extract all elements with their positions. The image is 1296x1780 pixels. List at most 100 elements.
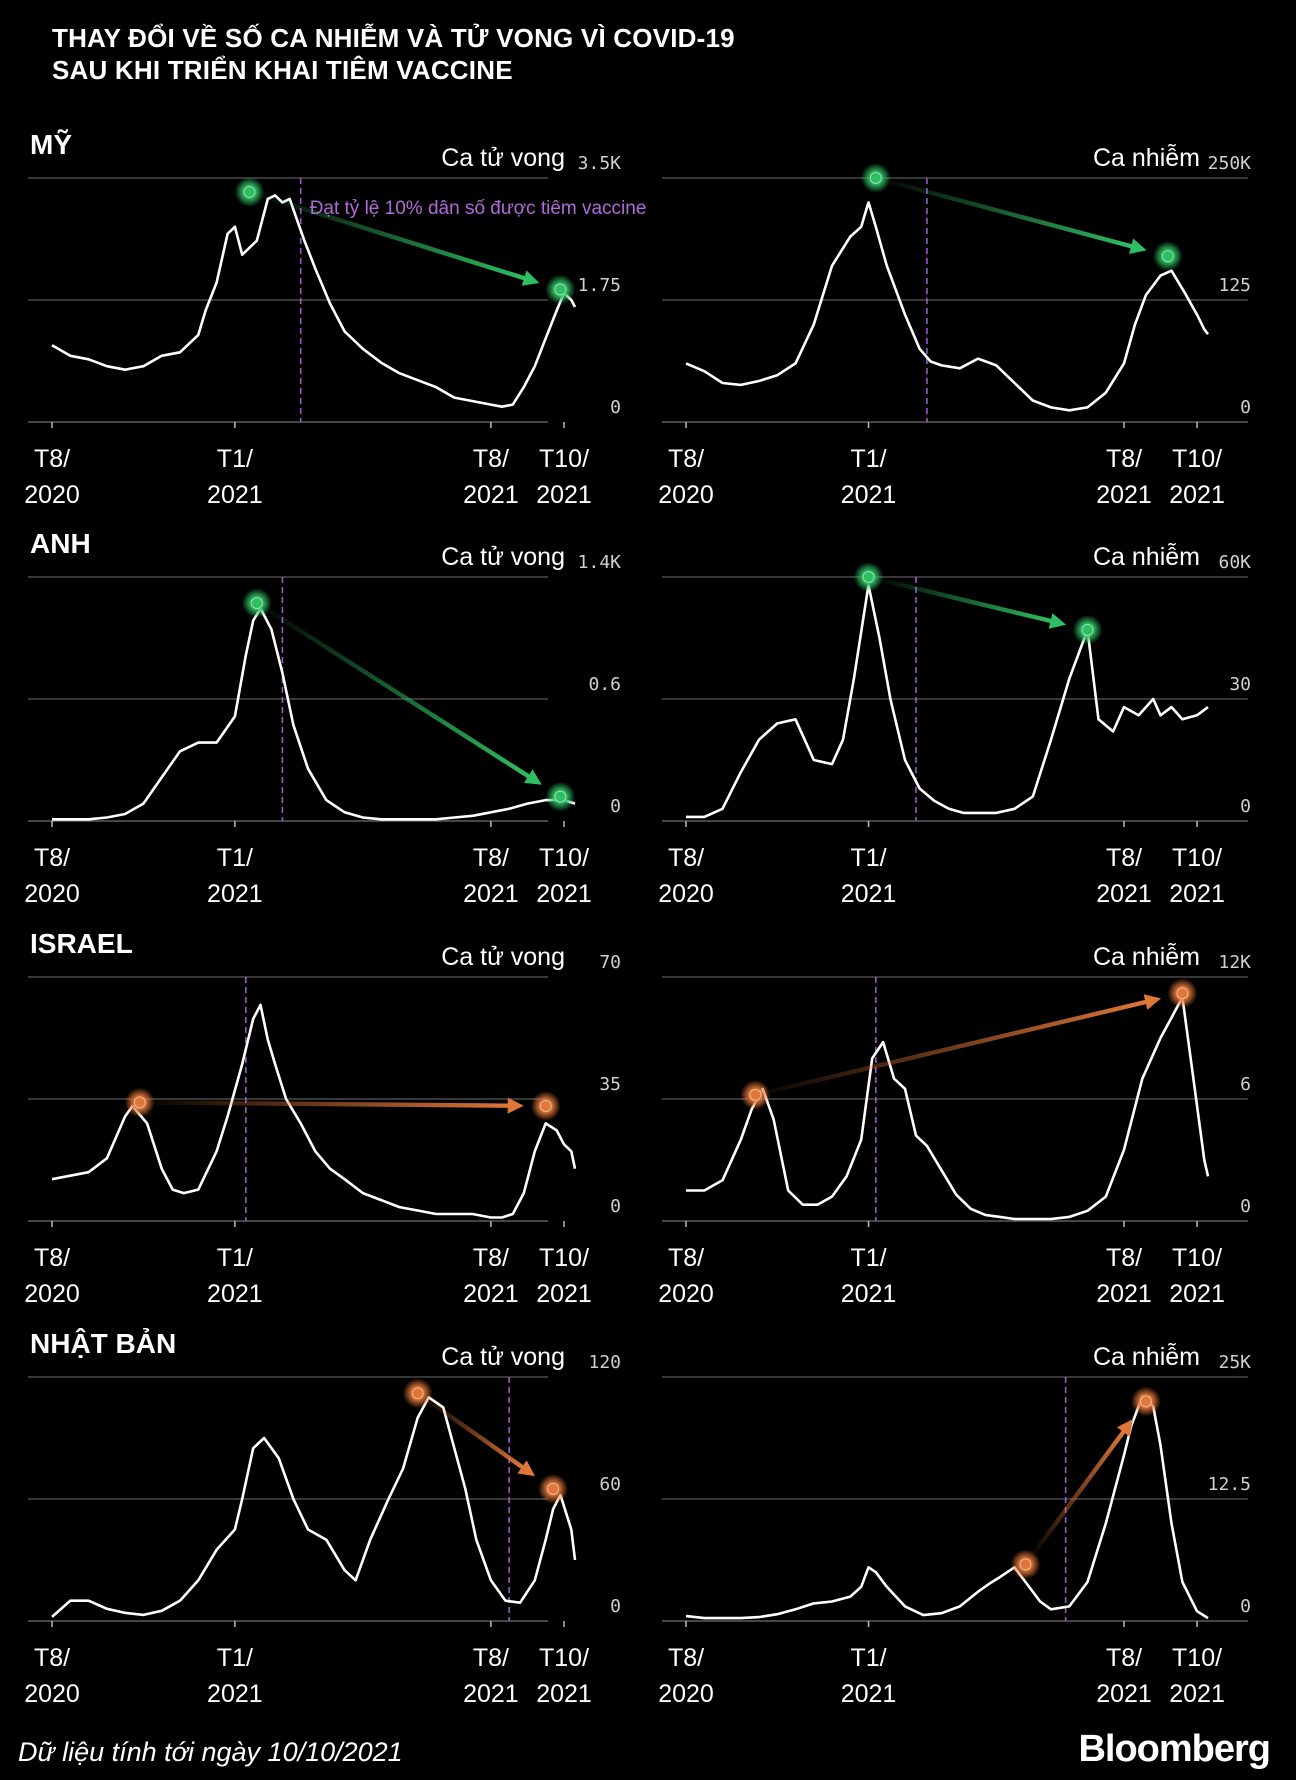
x-tick-label-year: 2021: [463, 481, 519, 509]
x-tick-label-year: 2021: [841, 880, 897, 908]
y-tick-label: 0: [1240, 796, 1251, 817]
x-tick-label: T8/: [1106, 1644, 1142, 1672]
y-tick-label: 30: [1229, 674, 1251, 695]
country-label: ISRAEL: [30, 928, 133, 959]
chart-panel-3-cases: 12K 6 0 Ca nhiễm T8/2020 T1/2021 T8/2021 T10/20…: [658, 942, 1251, 1308]
y-tick-label: 0: [610, 1596, 621, 1617]
x-tick-label: T1/: [850, 844, 886, 872]
y-tick-label: 1.4K: [578, 552, 622, 573]
chart-title: THAY ĐỔI VỀ SỐ CA NHIỄM VÀ TỬ VONG VÌ CO…: [52, 22, 735, 86]
country-label: MỸ: [30, 129, 72, 160]
x-tick-label-year: 2020: [24, 880, 80, 908]
x-tick-label: T8/: [34, 844, 70, 872]
x-tick-label: T8/: [668, 1644, 704, 1672]
x-tick-label: T8/: [1106, 1244, 1142, 1272]
vaccine-annotation: Đạt tỷ lệ 10% dân số được tiêm vaccine: [310, 198, 647, 219]
trend-arrow: [153, 1097, 524, 1114]
y-tick-label: 0: [1240, 397, 1251, 418]
chart-panel-2-cases: 60K 30 0 Ca nhiễm T8/2020 T1/2021 T8/2021 T10/2…: [658, 542, 1251, 908]
trend-arrow-head: [507, 1097, 524, 1114]
y-tick-label: 0: [610, 796, 621, 817]
x-tick-label: T8/: [668, 445, 704, 473]
metric-label: Ca nhiễm: [1093, 1342, 1200, 1371]
peak-marker: [862, 571, 875, 583]
footnote: Dữ liệu tính tới ngày 10/10/2021: [18, 1737, 403, 1767]
y-tick-label: 3.5K: [578, 153, 622, 174]
title-line-2: SAU KHI TRIỂN KHAI TIÊM VACCINE: [52, 55, 513, 85]
x-tick-label: T1/: [850, 1244, 886, 1272]
series-line: [51, 1396, 577, 1618]
peak-marker: [411, 1387, 424, 1400]
y-tick-label: 70: [599, 952, 621, 973]
y-tick-label: 60K: [1218, 552, 1251, 573]
x-tick-label-year: 2021: [207, 1680, 263, 1708]
trend-arrow: [267, 608, 542, 785]
peak-marker: [547, 1482, 560, 1495]
trend-arrow: [1032, 1419, 1133, 1555]
chart-panel-1-deaths: 3.5K 1.75 0 MỸ Ca tử vong T8/2020 T1/2021 T8/20…: [24, 129, 646, 509]
x-tick-label: T8/: [1106, 445, 1142, 473]
peak-marker: [749, 1088, 762, 1101]
x-tick-label-year: 2021: [1169, 880, 1225, 908]
metric-label: Ca nhiễm: [1093, 542, 1200, 571]
metric-label: Ca nhiễm: [1093, 942, 1200, 971]
trend-arrow: [881, 578, 1067, 629]
x-tick-label-year: 2021: [536, 1680, 592, 1708]
x-tick-label-year: 2020: [658, 481, 714, 509]
series-line: [52, 607, 576, 821]
x-tick-label-year: 2021: [841, 1280, 897, 1308]
trend-arrow-shaft: [153, 1100, 510, 1108]
peak-marker: [539, 1099, 552, 1112]
trend-arrow-shaft: [267, 608, 532, 780]
x-tick-label: T8/: [1106, 844, 1142, 872]
x-tick-label: T1/: [217, 1244, 253, 1272]
y-tick-label: 12K: [1218, 952, 1251, 973]
metric-label: Ca tử vong: [441, 1343, 565, 1371]
y-tick-label: 125: [1218, 275, 1251, 296]
x-tick-label-year: 2020: [24, 1280, 80, 1308]
series-line: [686, 583, 1209, 819]
y-tick-label: 0: [1240, 1196, 1251, 1217]
country-label: ANH: [30, 528, 91, 559]
y-tick-label: 1.75: [578, 275, 621, 296]
series-line: [686, 996, 1210, 1221]
peak-marker: [250, 597, 263, 610]
x-tick-label-year: 2020: [658, 1280, 714, 1308]
trend-arrow-shaft: [262, 194, 527, 281]
trend-arrow: [888, 179, 1147, 254]
x-tick-label-year: 2021: [207, 880, 263, 908]
peak-marker: [243, 185, 256, 198]
y-tick-label: 12.5: [1208, 1474, 1251, 1495]
series-line: [51, 194, 577, 408]
x-tick-label: T1/: [217, 445, 253, 473]
bloomberg-logo: Bloomberg: [1078, 1728, 1271, 1770]
chart-panel-4-deaths: 120 60 0 NHẬT BẢN Ca tử vong T8/2020 T1/2021 T8…: [24, 1327, 621, 1708]
x-tick-label-year: 2020: [24, 481, 80, 509]
x-tick-label-year: 2021: [1169, 1280, 1225, 1308]
x-tick-label: T8/: [34, 1644, 70, 1672]
x-tick-label-year: 2020: [658, 1680, 714, 1708]
y-tick-label: 0: [1240, 1596, 1251, 1617]
x-tick-label: T8/: [473, 445, 509, 473]
x-tick-label: T10/: [539, 844, 589, 872]
trend-arrow-shaft: [768, 999, 1148, 1094]
x-tick-label: T1/: [850, 445, 886, 473]
y-tick-label: 120: [588, 1352, 621, 1373]
x-tick-label-year: 2021: [536, 481, 592, 509]
peak-marker: [133, 1096, 146, 1109]
x-tick-label: T1/: [217, 844, 253, 872]
y-tick-label: 60: [599, 1474, 621, 1495]
trend-arrow-head: [1143, 994, 1162, 1010]
trend-arrow-head: [521, 270, 540, 286]
trend-arrow: [262, 194, 540, 286]
chart-panel-2-deaths: 1.4K 0.6 0 ANH Ca tử vong T8/2020 T1/2021 T8/20…: [24, 528, 621, 908]
x-tick-label-year: 2021: [536, 880, 592, 908]
x-tick-label-year: 2021: [1169, 481, 1225, 509]
x-tick-label: T10/: [1172, 1244, 1222, 1272]
series-line: [51, 1003, 577, 1219]
y-tick-label: 0.6: [588, 674, 621, 695]
trend-arrow: [768, 994, 1162, 1094]
trend-arrow-head: [517, 1460, 536, 1477]
x-tick-label: T10/: [539, 1244, 589, 1272]
trend-arrow-shaft: [881, 578, 1054, 624]
